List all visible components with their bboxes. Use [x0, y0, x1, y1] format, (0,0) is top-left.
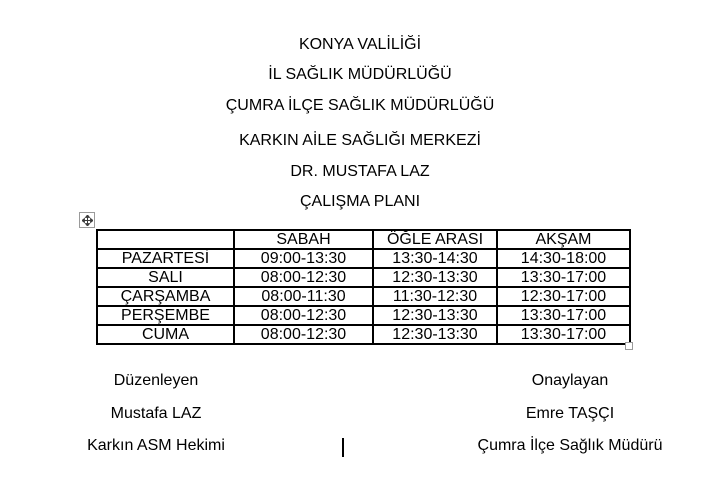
- table-row-friday: CUMA 08:00-12:30 12:30-13:30 13:30-17:00: [96, 324, 631, 345]
- time-cell[interactable]: 13:30-17:00: [496, 324, 631, 345]
- time-cell[interactable]: 08:00-12:30: [233, 324, 374, 345]
- heading-plan-title: ÇALIŞMA PLANI: [299, 193, 421, 210]
- signature-right-title: Onaylayan: [531, 372, 609, 389]
- day-cell[interactable]: SALI: [96, 267, 235, 288]
- heading-provincial-health-directorate: İL SAĞLIK MÜDÜRLÜĞÜ: [268, 66, 452, 83]
- time-cell[interactable]: 14:30-18:00: [496, 248, 631, 269]
- time-cell[interactable]: 12:30-13:30: [372, 324, 498, 345]
- signature-right-position: Çumra İlçe Sağlık Müdürü: [477, 437, 663, 454]
- heading-doctor-name: DR. MUSTAFA LAZ: [290, 163, 430, 180]
- day-cell[interactable]: PERŞEMBE: [96, 305, 235, 326]
- time-cell[interactable]: 13:30-14:30: [372, 248, 498, 269]
- time-cell[interactable]: 11:30-12:30: [372, 286, 498, 307]
- heading-family-health-center: KARKIN AİLE SAĞLIĞI MERKEZİ: [239, 132, 481, 149]
- time-cell[interactable]: 12:30-13:30: [372, 267, 498, 288]
- signature-left-name: Mustafa LAZ: [110, 405, 202, 422]
- move-cross-icon: [81, 214, 93, 226]
- table-row-thursday: PERŞEMBE 08:00-12:30 12:30-13:30 13:30-1…: [96, 305, 631, 326]
- time-cell[interactable]: 09:00-13:30: [233, 248, 374, 269]
- table-header-row: SABAH ÖĞLE ARASI AKŞAM: [96, 229, 631, 250]
- signature-left-position: Karkın ASM Hekimi: [87, 437, 225, 454]
- text-cursor: [342, 438, 344, 457]
- header-cell-empty[interactable]: [96, 229, 235, 250]
- signature-right-name: Emre TAŞÇI: [525, 405, 615, 422]
- header-cell-evening[interactable]: AKŞAM: [496, 229, 631, 250]
- time-cell[interactable]: 08:00-11:30: [233, 286, 374, 307]
- time-cell[interactable]: 13:30-17:00: [496, 267, 631, 288]
- time-cell[interactable]: 08:00-12:30: [233, 305, 374, 326]
- header-cell-lunch-break[interactable]: ÖĞLE ARASI: [372, 229, 498, 250]
- day-cell[interactable]: PAZARTESİ: [96, 248, 235, 269]
- time-cell[interactable]: 12:30-13:30: [372, 305, 498, 326]
- heading-governorship: KONYA VALİLİĞİ: [298, 36, 422, 53]
- header-cell-morning[interactable]: SABAH: [233, 229, 374, 250]
- time-cell[interactable]: 08:00-12:30: [233, 267, 374, 288]
- table-row-wednesday: ÇARŞAMBA 08:00-11:30 11:30-12:30 12:30-1…: [96, 286, 631, 307]
- table-row-tuesday: SALI 08:00-12:30 12:30-13:30 13:30-17:00: [96, 267, 631, 288]
- day-cell[interactable]: CUMA: [96, 324, 235, 345]
- table-row-monday: PAZARTESİ 09:00-13:30 13:30-14:30 14:30-…: [96, 248, 631, 269]
- day-cell[interactable]: ÇARŞAMBA: [96, 286, 235, 307]
- heading-district-health-directorate: ÇUMRA İLÇE SAĞLIK MÜDÜRLÜĞÜ: [225, 97, 495, 114]
- table-resize-handle[interactable]: [625, 342, 633, 350]
- work-schedule-table: SABAH ÖĞLE ARASI AKŞAM PAZARTESİ 09:00-1…: [96, 229, 631, 345]
- time-cell[interactable]: 12:30-17:00: [496, 286, 631, 307]
- time-cell[interactable]: 13:30-17:00: [496, 305, 631, 326]
- signature-left-title: Düzenleyen: [113, 372, 199, 389]
- table-move-handle[interactable]: [79, 212, 95, 228]
